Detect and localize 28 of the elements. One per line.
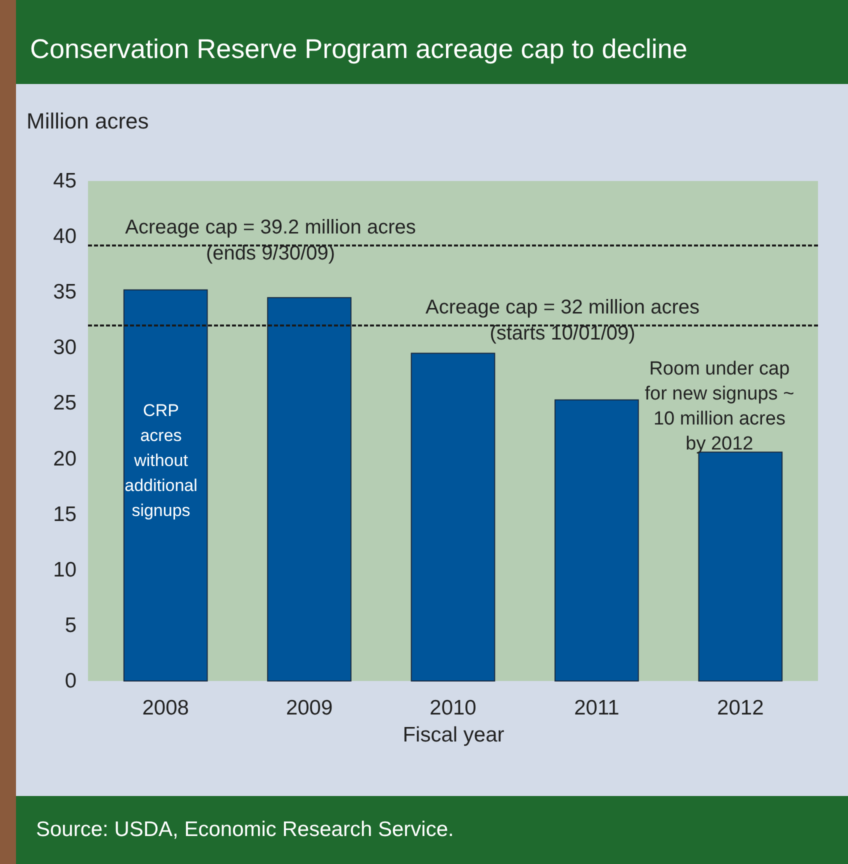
x-tick-label: 2009	[286, 696, 333, 720]
y-tick-label: 45	[53, 170, 76, 192]
bar	[698, 452, 783, 682]
annotation: Room under cap for new signups ~ 10 million acres by 2012	[644, 358, 794, 454]
ref-line-label: Acreage cap = 39.2 million acres (ends 9/30/09)	[125, 216, 416, 264]
x-tick-label: 2012	[717, 696, 764, 720]
annotation: CRP acres without additional signups	[124, 401, 198, 520]
y-tick-label: 40	[53, 225, 76, 248]
y-tick-label: 0	[64, 670, 76, 692]
bar	[554, 399, 639, 682]
y-tick-label: 5	[64, 614, 76, 637]
y-tick-label: 15	[53, 502, 76, 526]
x-tick-label: 2011	[574, 696, 620, 720]
ref-line-label: Acreage cap = 32 million acres (starts 10/01/09)	[425, 296, 700, 344]
bar	[410, 352, 496, 682]
y-tick-label: 25	[53, 392, 76, 415]
chart-title: Conservation Reserve Program acreage cap to decline	[16, 0, 848, 84]
y-axis-title: Million acres	[26, 108, 149, 134]
x-tick-label: 2010	[430, 696, 476, 720]
source-note: Source: USDA, Economic Research Service.	[16, 796, 848, 864]
y-tick-label: 20	[53, 447, 76, 470]
x-tick-label: 2008	[142, 696, 189, 720]
bar	[267, 297, 352, 682]
y-tick-label: 10	[53, 558, 76, 582]
bar	[123, 289, 208, 682]
y-tick-label: 30	[53, 336, 76, 360]
x-axis-title: Fiscal year	[402, 724, 504, 746]
y-tick-label: 35	[53, 280, 76, 304]
